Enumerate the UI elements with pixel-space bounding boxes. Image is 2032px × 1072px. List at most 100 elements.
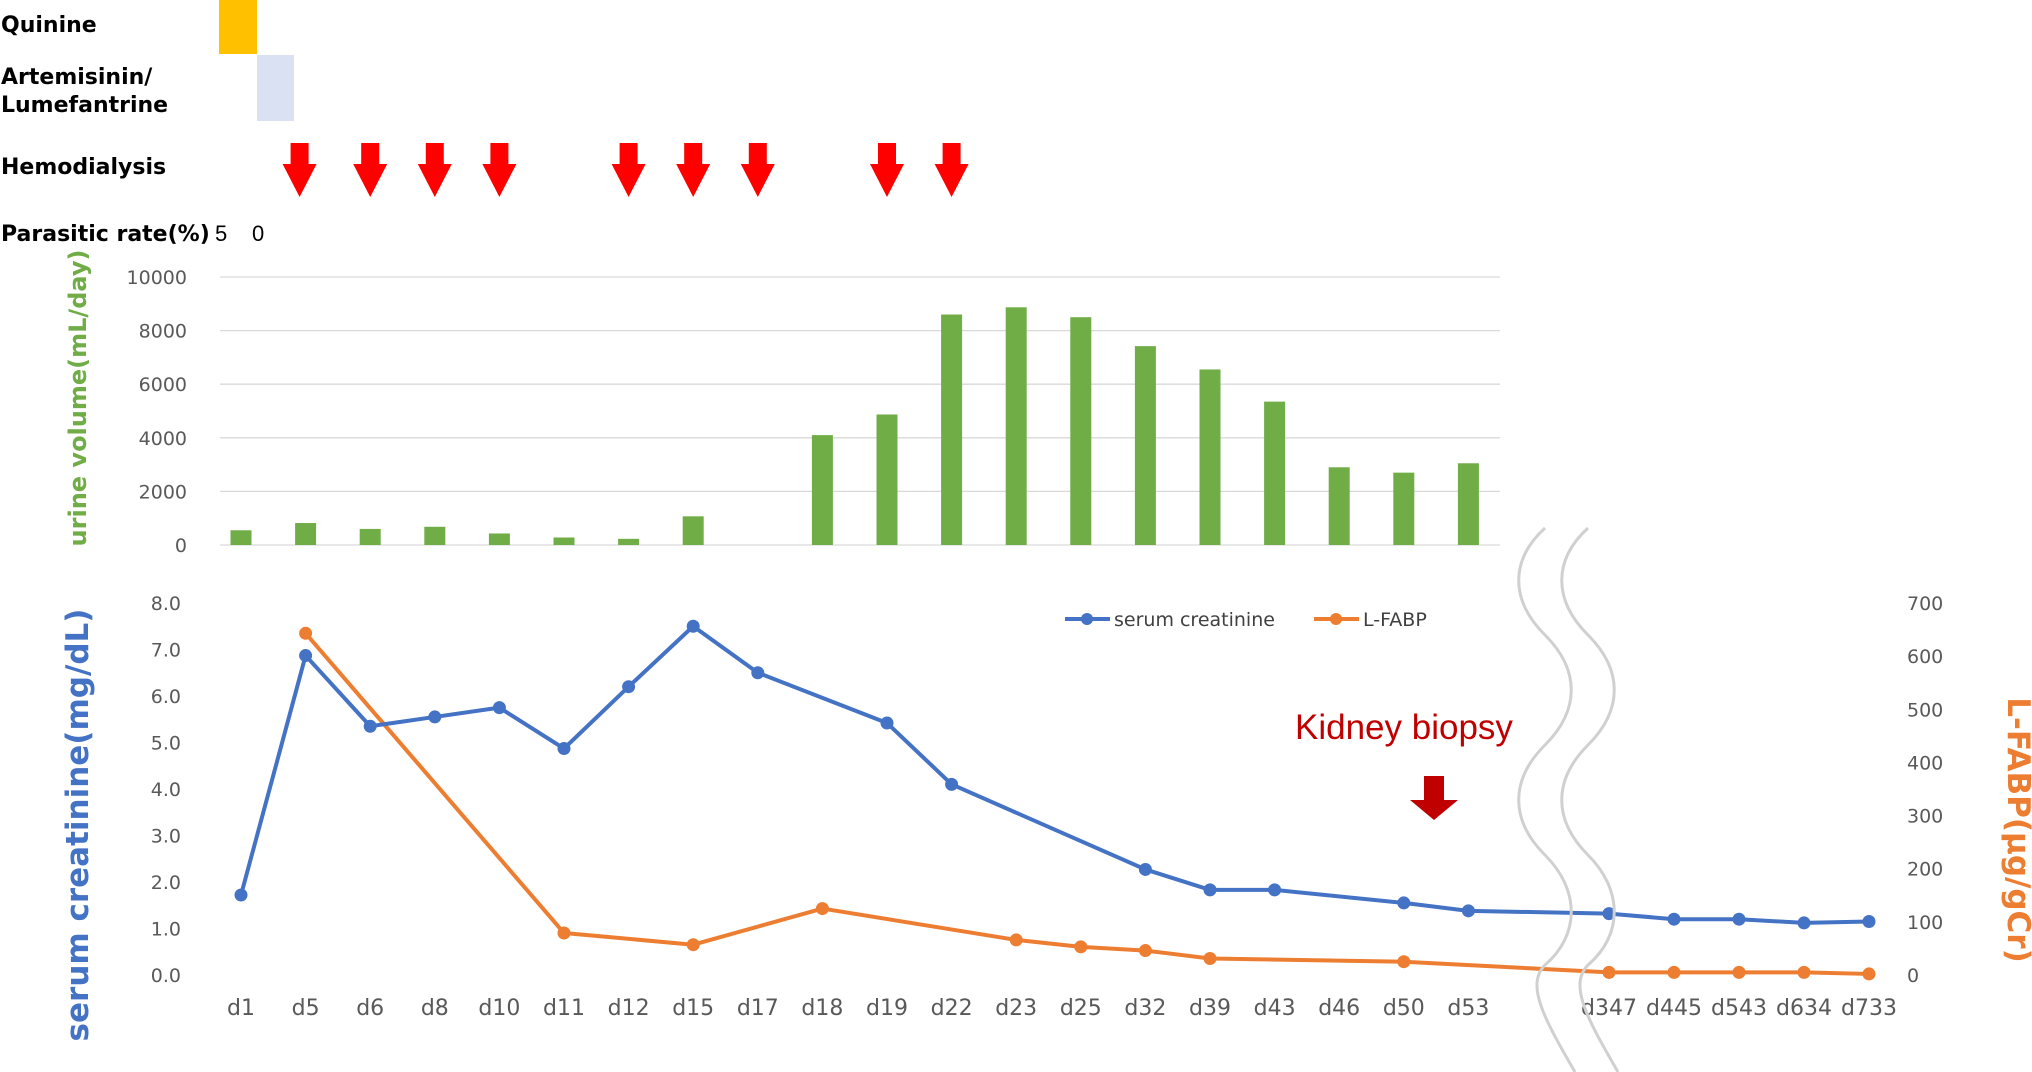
lfabp-y-tick-label: 0 [1907,965,1919,987]
hemodialysis-arrow [482,143,517,197]
data-point [299,649,313,663]
parasitic-rate-value: 0 [252,221,264,246]
hemodialysis-arrow [870,143,904,197]
urine-y-axis-label: urine volume(mL/day) [64,250,92,547]
data-point [686,619,700,633]
x-tick-label: d1 [227,996,255,1021]
urine-y-tick-label: 0 [175,535,187,557]
urine-bar [1134,346,1156,545]
x-axis-ticks: d1 d5 d6 d8 d10 d11 d12 d15 d17 d18 d19 d22 d23 d25 d3… [227,996,1897,1021]
hemodialysis-arrow [611,143,646,197]
data-point [363,719,377,733]
hemodialysis-arrow [740,143,775,197]
urine-y-tick-label: 2000 [139,481,187,503]
creatinine-lfabp-chart: 0.0 1.0 2.0 3.0 4.0 5.0 6.0 7.0 8.0 0 100 200 300 40… [60,526,2032,1072]
urine-gridlines [220,276,1500,546]
x-tick-label: d22 [931,996,973,1021]
x-tick-label: d6 [356,996,384,1021]
data-point [1074,940,1088,954]
artemisinin-label-line1: Artemisinin/ [1,65,153,90]
urine-bar [295,523,317,545]
x-tick-label: d46 [1318,996,1360,1021]
urine-bar [618,538,640,545]
data-point [428,710,442,724]
lfabp-y-tick-label: 700 [1907,593,1943,615]
creatinine-y-tick-label: 8.0 [151,593,181,615]
quinine-label: Quinine [1,13,97,38]
creatinine-y-tick-label: 7.0 [151,640,181,662]
urine-y-tick-label: 8000 [139,321,187,343]
x-tick-label: d5 [292,996,320,1021]
urine-bar [1264,401,1286,545]
urine-bar [811,435,833,545]
data-point [234,888,248,902]
urine-bar [488,533,510,545]
urine-bar [941,314,963,545]
x-tick-label: d53 [1447,996,1489,1021]
series-line [304,631,1870,976]
x-tick-label: d19 [866,996,908,1021]
urine-bars [230,307,1479,545]
data-point [557,742,571,756]
x-tick-label: d543 [1711,996,1767,1021]
data-point [815,902,829,916]
lfabp-y-tick-label: 200 [1907,859,1943,881]
hemodialysis-arrows [282,143,969,197]
hemodialysis-arrow [934,143,969,197]
x-tick-label: d18 [801,996,843,1021]
legend: serum creatinine L-FABP [1065,609,1427,631]
data-point [751,666,765,680]
urine-bar [359,528,381,545]
data-point [1732,965,1746,979]
hemodialysis-arrow [676,143,711,197]
data-point [299,626,313,640]
data-point [1397,896,1411,910]
creatinine-y-tick-label: 6.0 [151,686,181,708]
data-point [880,716,894,730]
x-tick-label: d39 [1189,996,1231,1021]
data-point [1203,883,1217,897]
data-point [1602,965,1616,979]
data-point [1667,965,1681,979]
data-point [1862,915,1876,929]
data-point [1862,967,1876,981]
data-point [1797,916,1811,930]
data-point [1667,912,1681,926]
parasitic-rate-label: Parasitic rate(%) [1,222,210,247]
data-point [1797,965,1811,979]
lfabp-y-axis-label: L-FABP(μg/gCr) [2000,697,2032,962]
urine-bar [553,537,575,545]
urine-bar [1199,369,1221,545]
data-point [1397,955,1411,969]
urine-y-tick-label: 10000 [127,267,187,289]
creatinine-y-tick-label: 0.0 [151,965,181,987]
urine-bar [1070,317,1092,545]
data-point [1268,883,1282,897]
lfabp-y-ticks: 0 100 200 300 400 500 600 700 [1907,593,1943,987]
lfabp-y-tick-label: 300 [1907,806,1943,828]
data-point [686,938,700,952]
data-point [1203,952,1217,966]
quinine-bar [219,0,257,54]
x-tick-label: d347 [1581,996,1637,1021]
data-point [1602,907,1616,921]
x-tick-label: d11 [543,996,585,1021]
urine-bar [1393,472,1415,545]
x-tick-label: d43 [1254,996,1296,1021]
x-tick-label: d445 [1646,996,1702,1021]
creatinine-y-ticks: 0.0 1.0 2.0 3.0 4.0 5.0 6.0 7.0 8.0 [151,593,181,987]
series-lfabp [299,626,1876,981]
series-line [239,624,1870,925]
axis-break [1517,526,1620,1072]
x-tick-label: d733 [1841,996,1897,1021]
creatinine-y-tick-label: 4.0 [151,779,181,801]
treatment-timeline: Quinine Artemisinin/ Lumefantrine Hemodi… [1,0,969,247]
urine-bar [424,526,446,545]
data-point [1138,862,1152,876]
artemisinin-label-line2: Lumefantrine [1,93,168,118]
data-point [1461,904,1475,918]
urine-bar [682,516,704,545]
hemodialysis-arrow [282,143,317,197]
data-point [1732,912,1746,926]
